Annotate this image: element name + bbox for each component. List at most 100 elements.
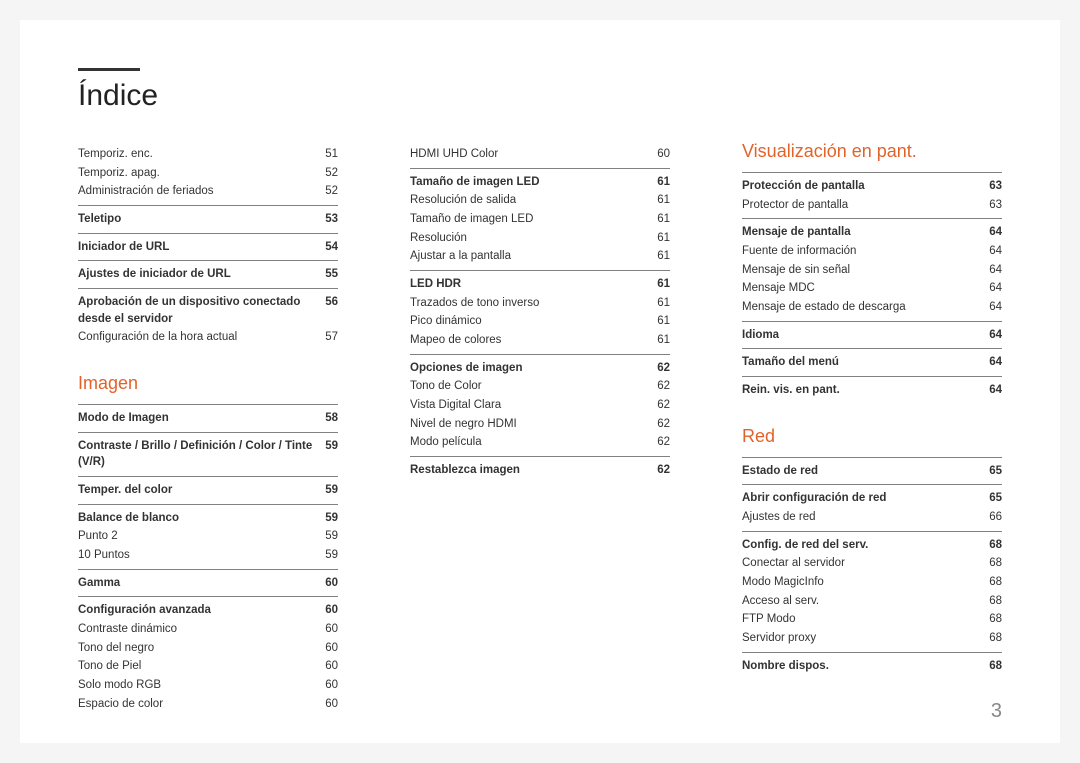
- toc-row[interactable]: Vista Digital Clara62: [410, 396, 670, 415]
- toc-row[interactable]: Modo MagicInfo68: [742, 573, 1002, 592]
- toc-row[interactable]: Configuración avanzada60: [78, 601, 338, 620]
- toc-row[interactable]: Temporiz. apag.52: [78, 164, 338, 183]
- toc-label: Pico dinámico: [410, 313, 657, 330]
- toc-row[interactable]: Tono del negro60: [78, 639, 338, 658]
- toc-row[interactable]: 10 Puntos59: [78, 546, 338, 565]
- toc-group: Restablezca imagen62: [410, 456, 670, 484]
- toc-page: 61: [657, 192, 670, 209]
- toc-label: Espacio de color: [78, 696, 325, 713]
- toc-row[interactable]: Tamaño de imagen LED61: [410, 173, 670, 192]
- toc-row[interactable]: Servidor proxy68: [742, 629, 1002, 648]
- toc-row[interactable]: Tamaño del menú64: [742, 353, 1002, 372]
- toc-page: 65: [989, 463, 1002, 480]
- toc-row[interactable]: Idioma64: [742, 326, 1002, 345]
- toc-page: 64: [989, 354, 1002, 371]
- toc-label: Modo película: [410, 434, 657, 451]
- toc-row[interactable]: Tono de Color62: [410, 377, 670, 396]
- toc-row[interactable]: Aprobación de un dispositivo conectado d…: [78, 293, 338, 328]
- toc-row[interactable]: Espacio de color60: [78, 695, 338, 714]
- toc-row[interactable]: Rein. vis. en pant.64: [742, 381, 1002, 400]
- toc-label: Resolución: [410, 230, 657, 247]
- toc-row[interactable]: HDMI UHD Color60: [410, 145, 670, 164]
- toc-label: Nombre dispos.: [742, 658, 989, 675]
- toc-row[interactable]: Resolución61: [410, 229, 670, 248]
- toc-group: Temporiz. enc.51Temporiz. apag.52Adminis…: [78, 141, 338, 205]
- toc-row[interactable]: Gamma60: [78, 574, 338, 593]
- toc-page: 61: [657, 174, 670, 191]
- toc-column: HDMI UHD Color60Tamaño de imagen LED61Re…: [410, 141, 670, 717]
- toc-page: 61: [657, 276, 670, 293]
- toc-label: Contraste / Brillo / Definición / Color …: [78, 438, 325, 471]
- toc-page: 62: [657, 416, 670, 433]
- toc-label: Protector de pantalla: [742, 197, 989, 214]
- toc-group: LED HDR61Trazados de tono inverso61Pico …: [410, 270, 670, 354]
- toc-row[interactable]: Ajustes de red66: [742, 508, 1002, 527]
- toc-row[interactable]: LED HDR61: [410, 275, 670, 294]
- toc-page: 57: [325, 329, 338, 346]
- toc-row[interactable]: Punto 259: [78, 527, 338, 546]
- toc-group: Modo de Imagen58: [78, 404, 338, 432]
- toc-label: Idioma: [742, 327, 989, 344]
- toc-label: Punto 2: [78, 528, 325, 545]
- section-heading: Imagen: [78, 373, 338, 394]
- toc-row[interactable]: Contraste / Brillo / Definición / Color …: [78, 437, 338, 472]
- toc-row[interactable]: Temper. del color59: [78, 481, 338, 500]
- toc-row[interactable]: Fuente de información64: [742, 242, 1002, 261]
- page-title: Índice: [78, 79, 1002, 113]
- toc-group: Aprobación de un dispositivo conectado d…: [78, 288, 338, 351]
- toc-row[interactable]: Acceso al serv.68: [742, 592, 1002, 611]
- toc-label: Restablezca imagen: [410, 462, 657, 479]
- toc-group: Rein. vis. en pant.64: [742, 376, 1002, 404]
- toc-row[interactable]: Mapeo de colores61: [410, 331, 670, 350]
- toc-group: Tamaño de imagen LED61Resolución de sali…: [410, 168, 670, 270]
- section-heading: Red: [742, 426, 1002, 447]
- toc-row[interactable]: Pico dinámico61: [410, 312, 670, 331]
- toc-row[interactable]: Restablezca imagen62: [410, 461, 670, 480]
- toc-row[interactable]: Resolución de salida61: [410, 191, 670, 210]
- toc-row[interactable]: Nivel de negro HDMI62: [410, 415, 670, 434]
- toc-row[interactable]: Tono de Piel60: [78, 657, 338, 676]
- toc-row[interactable]: Estado de red65: [742, 462, 1002, 481]
- toc-row[interactable]: Balance de blanco59: [78, 509, 338, 528]
- toc-row[interactable]: Configuración de la hora actual57: [78, 328, 338, 347]
- toc-row[interactable]: Temporiz. enc.51: [78, 145, 338, 164]
- toc-page: 62: [657, 434, 670, 451]
- toc-label: Temporiz. enc.: [78, 146, 325, 163]
- toc-row[interactable]: Administración de feriados52: [78, 182, 338, 201]
- toc-group: Teletipo53: [78, 205, 338, 233]
- toc-page: 60: [325, 658, 338, 675]
- toc-row[interactable]: Tamaño de imagen LED61: [410, 210, 670, 229]
- toc-row[interactable]: Trazados de tono inverso61: [410, 294, 670, 313]
- toc-group: Gamma60: [78, 569, 338, 597]
- toc-row[interactable]: Contraste dinámico60: [78, 620, 338, 639]
- toc-row[interactable]: Modo de Imagen58: [78, 409, 338, 428]
- toc-row[interactable]: Ajustes de iniciador de URL55: [78, 265, 338, 284]
- toc-group: Idioma64: [742, 321, 1002, 349]
- toc-row[interactable]: Iniciador de URL54: [78, 238, 338, 257]
- toc-page: 54: [325, 239, 338, 256]
- toc-label: Tono de Piel: [78, 658, 325, 675]
- toc-row[interactable]: FTP Modo68: [742, 610, 1002, 629]
- toc-row[interactable]: Mensaje MDC64: [742, 279, 1002, 298]
- toc-row[interactable]: Nombre dispos.68: [742, 657, 1002, 676]
- toc-row[interactable]: Abrir configuración de red65: [742, 489, 1002, 508]
- toc-row[interactable]: Teletipo53: [78, 210, 338, 229]
- toc-label: 10 Puntos: [78, 547, 325, 564]
- toc-label: Modo MagicInfo: [742, 574, 989, 591]
- toc-row[interactable]: Protección de pantalla63: [742, 177, 1002, 196]
- toc-row[interactable]: Mensaje de pantalla64: [742, 223, 1002, 242]
- toc-row[interactable]: Mensaje de estado de descarga64: [742, 298, 1002, 317]
- toc-row[interactable]: Conectar al servidor68: [742, 554, 1002, 573]
- toc-label: LED HDR: [410, 276, 657, 293]
- toc-row[interactable]: Solo modo RGB60: [78, 676, 338, 695]
- toc-page: 62: [657, 360, 670, 377]
- toc-row[interactable]: Config. de red del serv.68: [742, 536, 1002, 555]
- toc-row[interactable]: Modo película62: [410, 433, 670, 452]
- toc-row[interactable]: Protector de pantalla63: [742, 196, 1002, 215]
- toc-page: 52: [325, 183, 338, 200]
- toc-row[interactable]: Opciones de imagen62: [410, 359, 670, 378]
- toc-page: 68: [989, 630, 1002, 647]
- toc-row[interactable]: Mensaje de sin señal64: [742, 261, 1002, 280]
- toc-group: Nombre dispos.68: [742, 652, 1002, 680]
- toc-row[interactable]: Ajustar a la pantalla61: [410, 247, 670, 266]
